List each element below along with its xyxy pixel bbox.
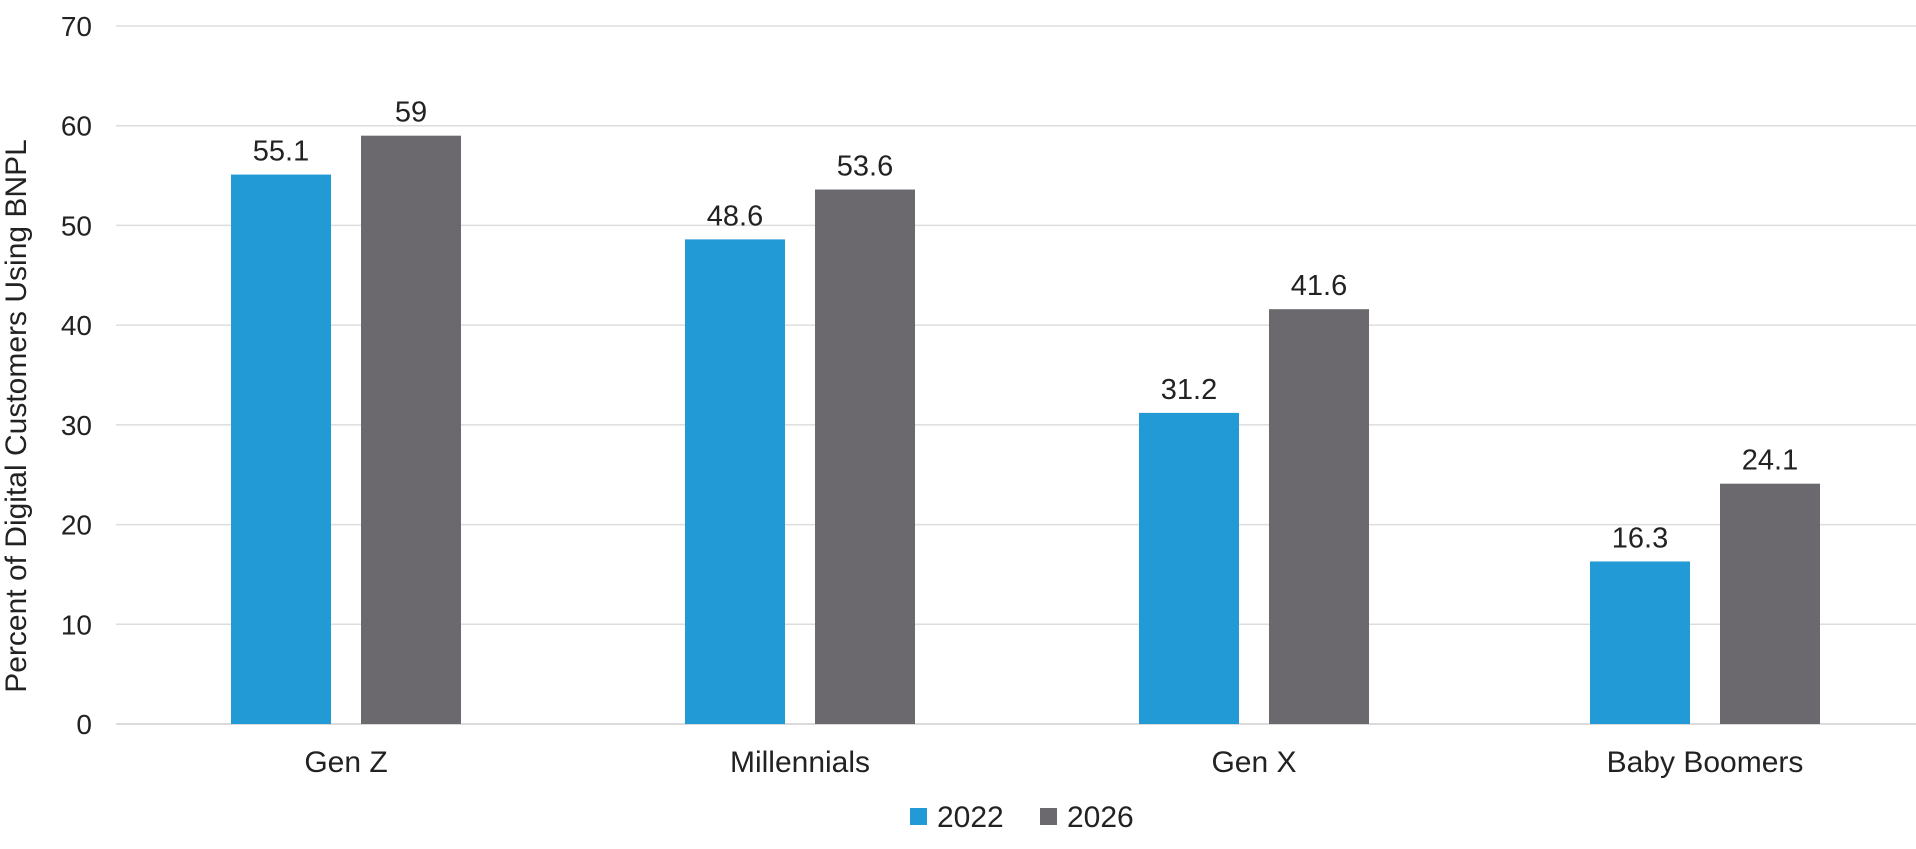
data-label: 55.1 (253, 136, 309, 168)
y-tick-label: 70 (61, 11, 92, 42)
legend-label: 2026 (1067, 801, 1134, 834)
y-tick-label: 60 (61, 111, 92, 142)
y-tick-label: 10 (61, 609, 92, 640)
x-category-label: Gen X (1211, 746, 1296, 779)
y-axis-ticks: 0 10 20 30 40 50 60 70 (61, 11, 92, 740)
bar-2026-gen-z (361, 135, 461, 724)
bar-2026-gen-x (1269, 309, 1369, 724)
y-axis-title: Percent of Digital Customers Using BNPL (0, 139, 33, 693)
data-label: 48.6 (707, 200, 763, 232)
data-label: 24.1 (1742, 445, 1798, 477)
bar-2022-baby-boomers (1590, 561, 1690, 724)
data-label: 59 (395, 97, 427, 129)
y-tick-label: 30 (61, 410, 92, 441)
bar-2022-gen-x (1139, 412, 1239, 724)
data-label: 31.2 (1161, 374, 1217, 406)
x-category-label: Baby Boomers (1607, 746, 1804, 779)
y-tick-label: 0 (76, 709, 92, 740)
x-category-label: Millennials (730, 746, 870, 779)
bar-2026-millennials (815, 189, 915, 724)
data-label: 16.3 (1612, 522, 1668, 554)
bars (231, 135, 1820, 725)
x-axis-categories: Gen Z Millennials Gen X Baby Boomers (304, 746, 1803, 779)
bar-2022-millennials (685, 239, 785, 725)
legend-swatch (910, 808, 927, 825)
y-tick-label: 20 (61, 510, 92, 541)
legend-label: 2022 (937, 801, 1004, 834)
y-tick-label: 50 (61, 210, 92, 241)
x-category-label: Gen Z (304, 746, 387, 779)
legend-swatch (1040, 808, 1057, 825)
bar-2026-baby-boomers (1720, 483, 1820, 724)
data-label: 41.6 (1291, 270, 1347, 302)
bar-2022-gen-z (231, 174, 331, 724)
data-label: 53.6 (837, 151, 893, 183)
y-tick-label: 40 (61, 310, 92, 341)
data-labels: 55.1 59 48.6 53.6 31.2 41.6 16.3 24.1 (253, 97, 1798, 555)
legend: 2022 2026 (910, 801, 1134, 834)
